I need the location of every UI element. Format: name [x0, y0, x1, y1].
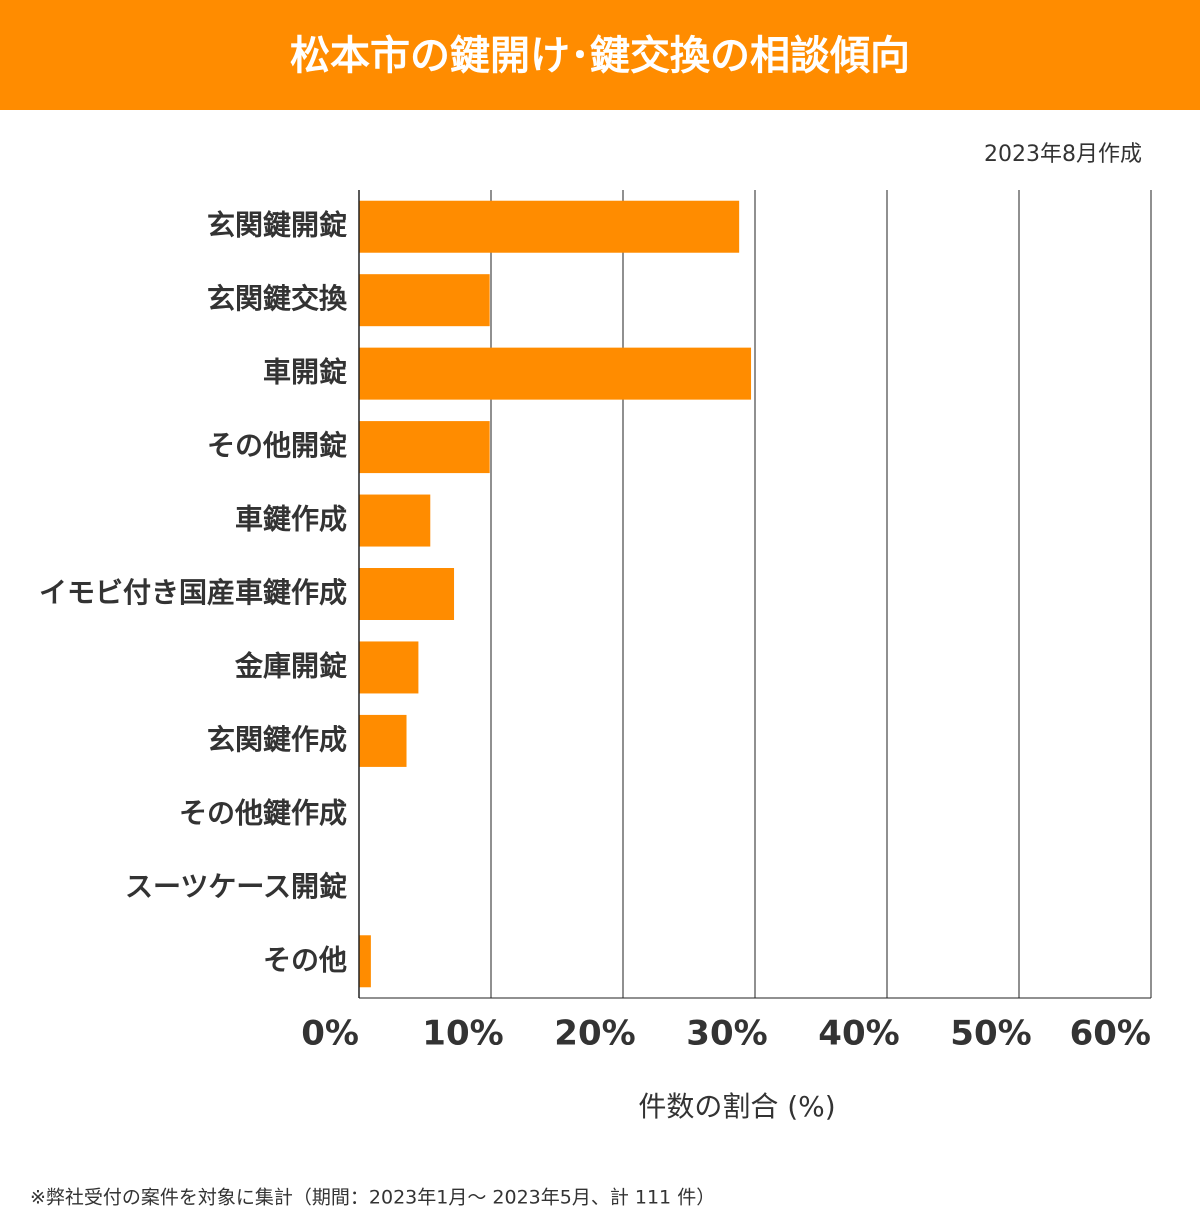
y-tick-label: 玄関鍵交換 [207, 282, 348, 315]
x-axis-label: 件数の割合 (%) [638, 1090, 835, 1123]
x-tick-label: 20% [554, 1014, 635, 1054]
x-tick-label: 40% [818, 1014, 899, 1054]
y-tick-label: 玄関鍵開錠 [207, 209, 347, 242]
footnote: ※弊社受付の案件を対象に集計（期間：2023年1月～ 2023年5月、計 111… [30, 1187, 715, 1209]
x-tick-label: 30% [686, 1014, 767, 1054]
bar [359, 714, 407, 767]
date-note: 2023年8月作成 [984, 142, 1142, 167]
y-tick-label: その他鍵作成 [179, 796, 347, 829]
y-tick-label: その他開錠 [207, 429, 347, 462]
y-tick-label: スーツケース開錠 [125, 870, 347, 903]
bar [359, 421, 490, 474]
y-tick-label: 金庫開錠 [234, 649, 347, 682]
bar [359, 935, 371, 988]
x-tick-label: 60% [1070, 1014, 1151, 1054]
bar [359, 274, 490, 327]
y-tick-label: イモビ付き国産車鍵作成 [39, 576, 347, 609]
chart-title: 松本市の鍵開け･鍵交換の相談傾向 [290, 33, 910, 79]
bar [359, 494, 431, 547]
y-tick-label: 車開錠 [263, 356, 347, 389]
bar [359, 641, 419, 694]
y-tick-label: 車鍵作成 [235, 503, 347, 536]
bar [359, 568, 455, 620]
x-tick-label: 50% [950, 1014, 1031, 1054]
bar [359, 347, 752, 400]
header-band [0, 0, 1200, 110]
x-tick-label: 10% [422, 1014, 503, 1054]
bar [359, 200, 740, 253]
y-tick-label: 玄関鍵作成 [207, 723, 347, 756]
x-tick-label: 0% [301, 1014, 359, 1054]
y-tick-label: その他 [263, 943, 347, 976]
